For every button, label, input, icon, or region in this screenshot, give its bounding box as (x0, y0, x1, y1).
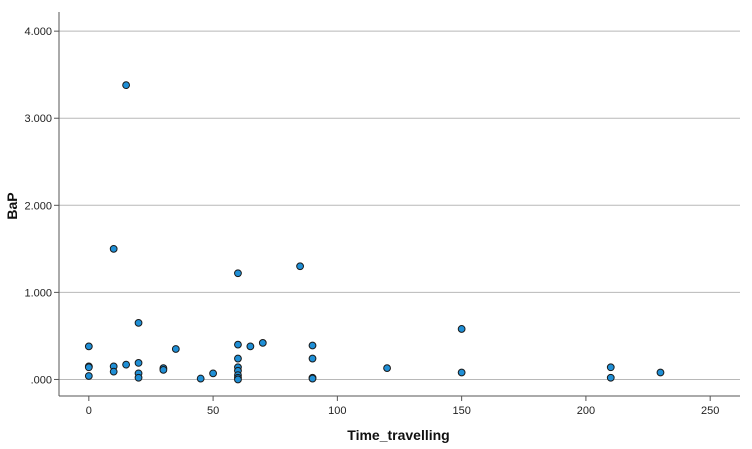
data-points (84, 81, 665, 384)
y-axis-ticks: .000 1.000 2.000 3.000 4.000 (24, 26, 59, 386)
data-point (234, 354, 242, 363)
data-point (134, 318, 143, 327)
data-point (258, 338, 267, 347)
data-point (109, 367, 118, 376)
data-point (196, 374, 205, 383)
data-point (171, 345, 180, 353)
data-point (457, 325, 466, 333)
data-point (109, 244, 118, 253)
x-axis-title: Time_travelling (347, 427, 449, 443)
data-point (246, 342, 255, 351)
x-tick-label: 250 (701, 405, 719, 417)
data-point (606, 363, 615, 372)
y-axis-title: BaP (4, 192, 20, 219)
data-point (234, 269, 242, 278)
y-tick-label: 4.000 (24, 26, 52, 38)
x-tick-label: 200 (577, 405, 595, 417)
data-point (234, 375, 242, 384)
x-axis-ticks: 0 50 100 150 200 250 (86, 396, 719, 417)
data-point (134, 373, 143, 382)
data-point (656, 368, 665, 377)
data-point (606, 373, 615, 382)
data-point (383, 364, 391, 373)
data-point (122, 360, 131, 369)
data-point (159, 365, 168, 374)
x-tick-label: 50 (207, 405, 219, 417)
data-point (296, 262, 304, 271)
data-point (457, 368, 466, 377)
data-point (308, 354, 317, 363)
data-point (308, 341, 317, 350)
data-point (134, 359, 143, 367)
data-point (84, 342, 93, 351)
data-point (84, 372, 93, 380)
data-point (122, 81, 131, 90)
data-point (234, 340, 242, 349)
y-tick-label: 2.000 (24, 200, 52, 212)
x-tick-label: 0 (86, 405, 92, 417)
x-tick-label: 100 (328, 405, 346, 417)
data-point (308, 374, 317, 383)
y-tick-label: 1.000 (24, 287, 52, 299)
data-point (84, 363, 93, 372)
y-tick-label: 3.000 (24, 113, 52, 125)
x-tick-label: 150 (452, 405, 470, 417)
data-point (209, 369, 217, 378)
grid-lines (59, 30, 740, 380)
y-tick-label: .000 (31, 374, 52, 386)
